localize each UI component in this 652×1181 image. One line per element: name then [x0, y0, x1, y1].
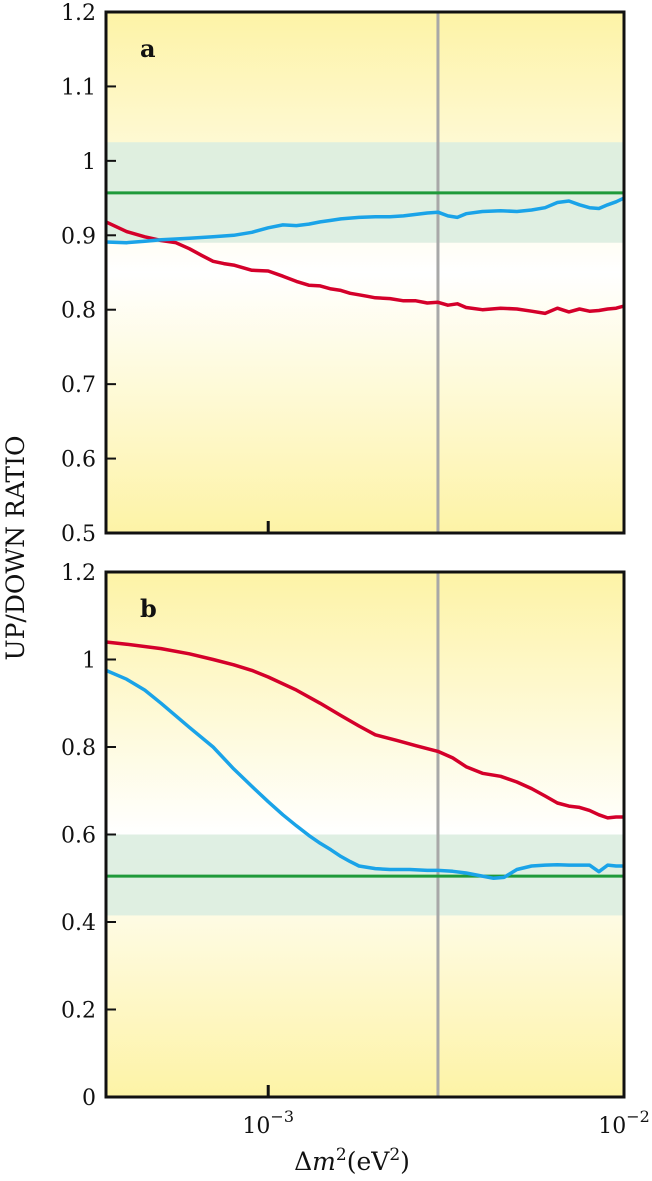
y-axis-title: UP/DOWN RATIO [1, 436, 30, 661]
y-tick-label: 1.1 [61, 75, 96, 100]
x-title-unit-close: ) [400, 1147, 410, 1176]
series-blue-line [105, 196, 625, 245]
y-tick-label: 1 [82, 649, 96, 674]
plot-background [106, 12, 624, 533]
series-red-line [105, 220, 625, 316]
y-axis: 0.5 0.6 0.7 0.8 0.9 1 1.1 1.2 [61, 1, 116, 547]
y-tick-label: 1.2 [61, 1, 96, 26]
y-tick-label: 0.9 [61, 224, 96, 249]
y-tick-label: 0.2 [61, 999, 96, 1024]
y-tick-label: 0.7 [61, 373, 96, 398]
y-tick-label: 0.6 [61, 448, 96, 473]
x-axis: 10−3 10−2 [242, 1107, 649, 1139]
panel-a: a 0.5 0.6 0.7 0.8 0.9 1 1.1 1.2 [61, 1, 626, 547]
y-tick-label: 0.8 [61, 736, 96, 761]
x-tick-label: 10−2 [598, 1107, 650, 1139]
x-title-delta: Δ [294, 1147, 312, 1176]
y-tick-label: 0.8 [61, 299, 96, 324]
plot-frame [104, 10, 626, 535]
x-title-unit-open: (eV [347, 1147, 391, 1176]
y-tick-label: 0.5 [61, 522, 96, 547]
series-red-line [105, 640, 624, 820]
y-tick-label: 1 [82, 150, 96, 175]
series-blue-line [105, 668, 624, 881]
y-tick-label: 0.4 [61, 911, 96, 936]
x-axis-title: Δm2(eV2) [294, 1145, 410, 1176]
panel-label: a [140, 34, 156, 63]
panel-b: b 0 0.2 0.4 0.6 0.8 1 1.2 [61, 561, 626, 1111]
y-axis: 0 0.2 0.4 0.6 0.8 1 1.2 [61, 561, 116, 1111]
x-title-sup: 2 [336, 1145, 347, 1165]
x-tick-exp: −2 [626, 1107, 650, 1126]
panel-label: b [140, 594, 157, 623]
x-tick-label: 10−3 [242, 1107, 294, 1139]
x-tick-exp: −3 [270, 1107, 294, 1126]
y-tick-label: 0.6 [61, 824, 96, 849]
y-tick-label: 1.2 [61, 561, 96, 586]
y-tick-label: 0 [82, 1086, 96, 1111]
x-tick-base: 10 [242, 1114, 270, 1139]
x-tick-base: 10 [598, 1114, 626, 1139]
x-title-m: m [312, 1147, 336, 1176]
x-title-unit-sup: 2 [389, 1145, 400, 1165]
